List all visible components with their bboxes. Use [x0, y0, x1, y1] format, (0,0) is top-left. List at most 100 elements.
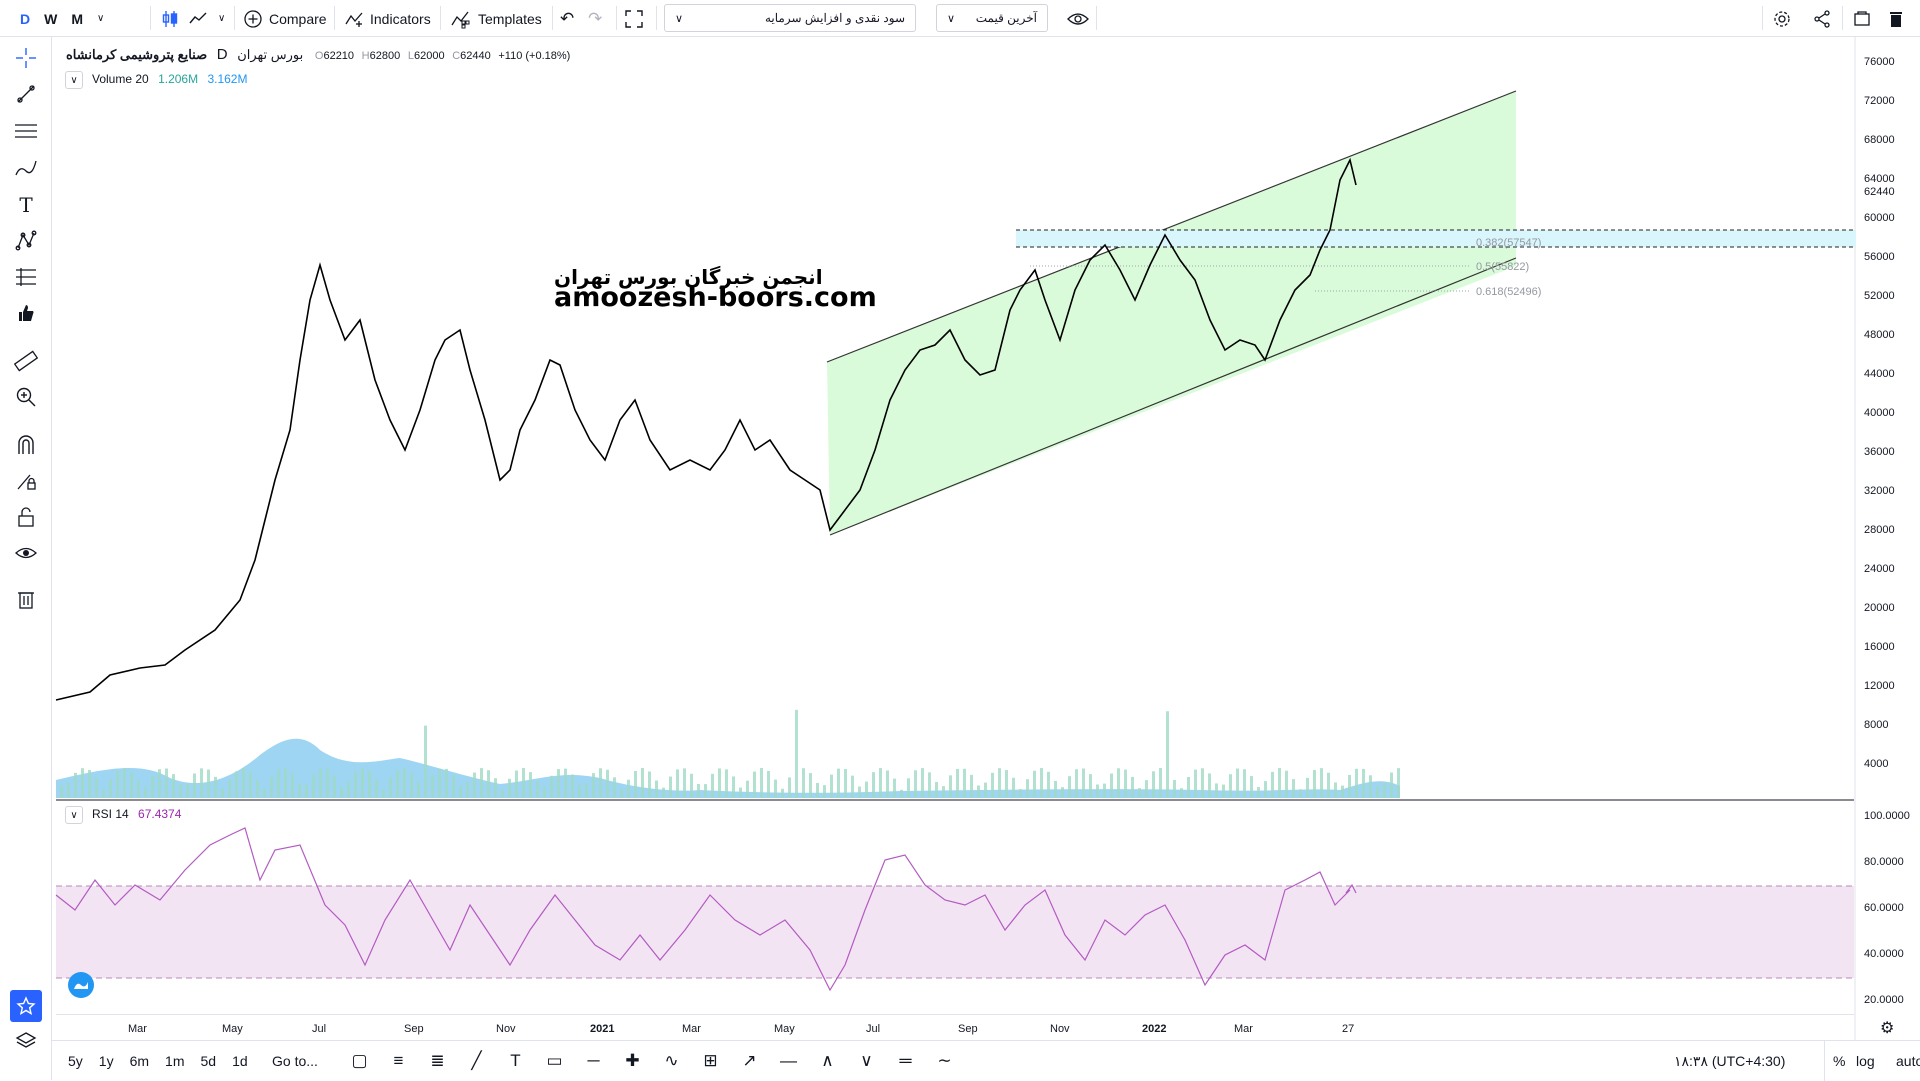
share-icon[interactable] — [1812, 0, 1832, 37]
templates-button[interactable]: Templates — [450, 0, 542, 37]
goto-button[interactable]: Go to... — [272, 1041, 318, 1081]
price-axis[interactable]: 76000 72000 68000 64000 60000 56000 52000 48000… — [1856, 37, 1920, 1037]
zoom-in-icon[interactable] — [12, 383, 40, 411]
pattern-icon[interactable] — [12, 227, 40, 255]
range-button[interactable]: 5d — [200, 1053, 217, 1069]
line-chart-icon[interactable] — [188, 0, 208, 37]
fib-zone[interactable] — [1016, 230, 1856, 247]
range-button[interactable]: 6m — [129, 1053, 150, 1069]
percent-toggle[interactable]: % — [1824, 1041, 1845, 1081]
strategy-select[interactable]: سود نقدی و افزایش سرمایه ∨ — [664, 4, 916, 32]
volume-bar — [1054, 780, 1057, 798]
path-icon[interactable]: ∿ — [664, 1051, 679, 1070]
volume-bar — [1264, 781, 1267, 798]
range-button[interactable]: 1y — [98, 1053, 114, 1069]
clock[interactable]: ۱۸:۳۸ (UTC+4:30) — [1674, 1041, 1785, 1081]
magnet-icon[interactable] — [12, 431, 40, 459]
trash-icon[interactable] — [1888, 0, 1904, 37]
line-icon[interactable]: ╱ — [471, 1051, 482, 1070]
brush-icon[interactable]: ∼ — [937, 1051, 952, 1070]
price-type-select[interactable]: آخرین قیمت ∨ — [936, 4, 1048, 32]
text-icon[interactable]: T — [510, 1051, 521, 1070]
time-axis-label: Sep — [404, 1023, 424, 1035]
regression-channel[interactable] — [827, 91, 1516, 535]
fib-label-618: 0.618(52496) — [1476, 286, 1541, 298]
indicators-button[interactable]: Indicators — [344, 0, 431, 37]
price-line[interactable] — [55, 157, 1357, 701]
chevron-down-icon[interactable]: ∨ — [97, 13, 105, 24]
ruler-icon[interactable] — [12, 347, 40, 375]
volume-bar — [382, 789, 385, 798]
horizontal-line-icon[interactable]: — — [780, 1051, 797, 1070]
volume-bar — [942, 786, 945, 798]
volume-bar — [1180, 788, 1183, 798]
volume-value-2: 3.162M — [207, 72, 248, 86]
horizontal-ray-icon[interactable]: ─ — [587, 1051, 600, 1070]
eye-icon[interactable] — [1066, 0, 1090, 37]
layers-icon[interactable] — [12, 1027, 40, 1055]
forecast-icon[interactable] — [12, 263, 40, 291]
tradingview-logo-icon[interactable] — [68, 972, 94, 998]
volume-collapse-button[interactable]: ∨ — [65, 71, 83, 89]
rectangle-icon[interactable]: ▢ — [351, 1051, 368, 1070]
thumbs-up-icon[interactable] — [12, 299, 40, 327]
price-series[interactable] — [55, 157, 1357, 701]
volume-bar — [977, 785, 980, 798]
volume-legend[interactable]: Volume 20 1.206M 3.162M — [92, 72, 247, 86]
snapshot-icon[interactable] — [1852, 0, 1872, 37]
range-button[interactable]: 1m — [165, 1053, 185, 1069]
eye-icon[interactable] — [12, 539, 40, 567]
volume-bar — [172, 774, 175, 798]
forecast-icon[interactable]: ═ — [899, 1051, 912, 1070]
volume-bar — [515, 770, 518, 798]
channel-upper-line[interactable] — [826, 90, 1517, 363]
symbol-name: صنایع پتروشیمی کرمانشاه — [66, 47, 208, 62]
channel-lower-line[interactable] — [829, 257, 1517, 536]
abcd-pattern-icon[interactable]: ∨ — [860, 1051, 873, 1070]
unlock-icon[interactable] — [12, 503, 40, 531]
timeframe-w[interactable]: W — [44, 10, 58, 27]
fib-icon[interactable]: ≣ — [430, 1051, 445, 1070]
candles-icon[interactable] — [160, 0, 180, 37]
time-axis[interactable]: Mar May Jul Sep Nov 2021 Mar May Jul Sep Nov 2022 Ma… — [56, 1014, 1854, 1039]
volume-bar — [1292, 779, 1295, 798]
range-button[interactable]: 1d — [232, 1053, 248, 1069]
fullscreen-icon[interactable] — [624, 0, 644, 37]
crosshair-icon[interactable] — [12, 44, 40, 72]
text-tool-icon[interactable]: T — [19, 193, 33, 217]
trash-icon[interactable] — [12, 585, 40, 613]
symbol-legend[interactable]: صنایع پتروشیمی کرمانشاه D بورس تهران O62… — [66, 46, 570, 63]
gear-icon[interactable]: ⚙ — [1880, 1020, 1895, 1037]
volume-bar — [928, 772, 931, 798]
watchlist-star-icon[interactable] — [10, 990, 42, 1022]
log-toggle[interactable]: log — [1856, 1041, 1875, 1081]
brush-icon[interactable] — [12, 154, 40, 182]
volume-bar — [970, 774, 973, 798]
timeframe-d[interactable]: D — [20, 10, 31, 27]
timeframe-m[interactable]: M — [71, 10, 84, 27]
volume-bar — [1390, 772, 1393, 798]
trend-line-icon[interactable] — [12, 80, 40, 108]
cross-icon[interactable]: ✚ — [625, 1051, 640, 1070]
redo-icon[interactable]: ↷ — [588, 8, 603, 28]
separator — [150, 6, 151, 30]
lock-drawing-icon[interactable] — [12, 467, 40, 495]
volume-bar — [662, 787, 665, 798]
parallel-lines-icon[interactable]: ≡ — [393, 1051, 404, 1070]
frame-icon[interactable]: ⊞ — [703, 1051, 718, 1070]
undo-icon[interactable]: ↶ — [560, 8, 575, 28]
range-button[interactable]: 5y — [68, 1053, 83, 1069]
horizontal-lines-icon[interactable] — [12, 117, 40, 145]
rsi-collapse-button[interactable]: ∨ — [65, 806, 83, 824]
chevron-down-icon[interactable]: ∨ — [218, 13, 226, 24]
auto-toggle[interactable]: auto — [1896, 1041, 1920, 1081]
compare-button[interactable]: Compare — [243, 0, 327, 37]
callout-icon[interactable]: ▭ — [546, 1051, 563, 1070]
volume-bar — [74, 772, 77, 798]
rsi-legend[interactable]: RSI 14 67.4374 — [92, 807, 181, 821]
arrow-icon[interactable]: ↗ — [742, 1051, 757, 1070]
gear-icon[interactable] — [1772, 0, 1792, 37]
volume-bar — [1145, 780, 1148, 798]
abc-pattern-icon[interactable]: ∧ — [821, 1051, 834, 1070]
